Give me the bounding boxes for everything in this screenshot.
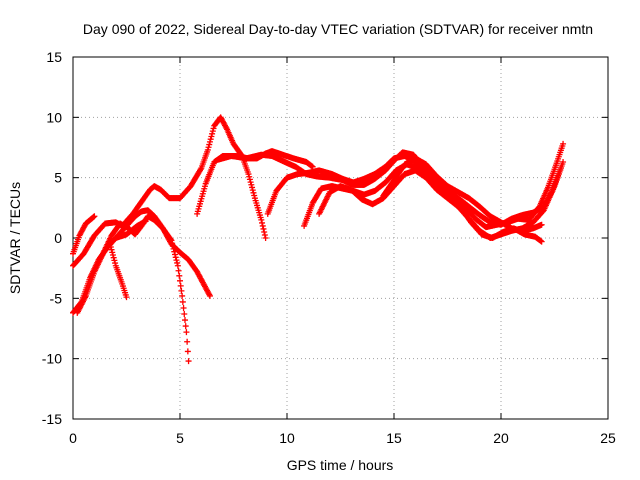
data-point (110, 254, 117, 261)
data-point (210, 125, 217, 132)
data-point (142, 218, 149, 225)
data-point (205, 144, 212, 151)
data-point (208, 133, 215, 140)
data-point (560, 140, 567, 147)
x-tick-label: 5 (176, 430, 184, 446)
data-point (173, 257, 180, 264)
y-tick-label: 15 (46, 49, 62, 65)
data-point (182, 323, 189, 330)
data-point (180, 304, 187, 311)
data-point (109, 252, 116, 259)
data-point (109, 249, 116, 256)
data-point (261, 228, 268, 235)
data-point (171, 248, 178, 255)
series-arc-e (106, 238, 130, 301)
x-tick-label: 20 (493, 430, 509, 446)
data-point (184, 348, 191, 355)
data-point (168, 237, 175, 244)
data-point (248, 181, 255, 188)
y-axis-label: SDTVAR / TECUs (7, 182, 23, 294)
data-point (91, 213, 98, 220)
data-point (181, 317, 188, 324)
data-point (123, 294, 130, 301)
data-point (106, 238, 113, 245)
data-point (250, 189, 257, 196)
x-tick-label: 25 (600, 430, 616, 446)
data-point (309, 163, 316, 170)
data-point (262, 235, 269, 241)
data-point (174, 262, 181, 269)
data-point (169, 243, 176, 250)
data-point (259, 222, 266, 229)
x-tick-label: 10 (279, 430, 295, 446)
series-arc-b (70, 114, 269, 269)
data-point (538, 221, 545, 228)
data-point (206, 138, 213, 145)
data-point (197, 166, 204, 173)
data-point (206, 141, 213, 148)
y-tick-label: 0 (54, 230, 62, 246)
data-point (247, 179, 254, 186)
data-point (209, 130, 216, 137)
x-tick-label: 15 (386, 430, 402, 446)
data-point (172, 254, 179, 261)
data-point (177, 277, 183, 284)
data-point (174, 259, 181, 266)
grid-lines (73, 57, 608, 419)
data-point (184, 338, 191, 345)
data-point (179, 298, 186, 305)
series-arc-l (380, 155, 545, 234)
data-point (261, 231, 268, 238)
data-point (111, 257, 118, 264)
data-point (176, 272, 183, 279)
data-point (538, 238, 545, 245)
data-point (249, 187, 256, 194)
chart-title: Day 090 of 2022, Sidereal Day-to-day VTE… (83, 21, 593, 37)
data-point (179, 292, 186, 299)
data-point (112, 260, 119, 267)
data-point (245, 171, 252, 178)
x-tick-labels: 0 5 10 15 20 25 (69, 430, 616, 446)
y-tick-label: 10 (46, 109, 62, 125)
series-arc-f (112, 218, 149, 241)
x-tick-label: 0 (69, 430, 77, 446)
data-point (206, 292, 213, 299)
data-point (246, 173, 253, 180)
data-point (172, 251, 179, 258)
data-points (70, 114, 567, 365)
data-point (185, 358, 192, 365)
y-tick-label: -15 (42, 411, 62, 427)
data-point (249, 184, 256, 191)
y-tick-label: -5 (50, 290, 63, 306)
data-point (175, 267, 182, 274)
data-point (181, 311, 188, 318)
data-point (204, 146, 211, 153)
data-point (246, 176, 253, 183)
data-point (206, 291, 213, 298)
data-point (170, 245, 177, 252)
x-axis-label: GPS time / hours (287, 457, 394, 473)
data-point (560, 158, 567, 165)
data-point (183, 329, 190, 336)
data-point (107, 243, 114, 250)
series-arc-a (70, 213, 98, 257)
data-point (169, 240, 176, 247)
data-point (251, 192, 258, 199)
data-point (178, 287, 185, 294)
data-point (167, 236, 174, 243)
data-point (108, 246, 115, 253)
y-tick-label: 5 (54, 170, 62, 186)
y-tick-label: -10 (42, 351, 62, 367)
data-point (258, 216, 265, 223)
y-tick-labels: -15 -10 -5 0 5 10 15 (42, 49, 62, 427)
series-arc-k (316, 158, 567, 241)
data-point (209, 128, 216, 135)
data-point (260, 225, 267, 232)
data-point (207, 136, 214, 143)
data-point (107, 241, 114, 248)
data-point (177, 282, 184, 289)
data-point (259, 219, 266, 226)
